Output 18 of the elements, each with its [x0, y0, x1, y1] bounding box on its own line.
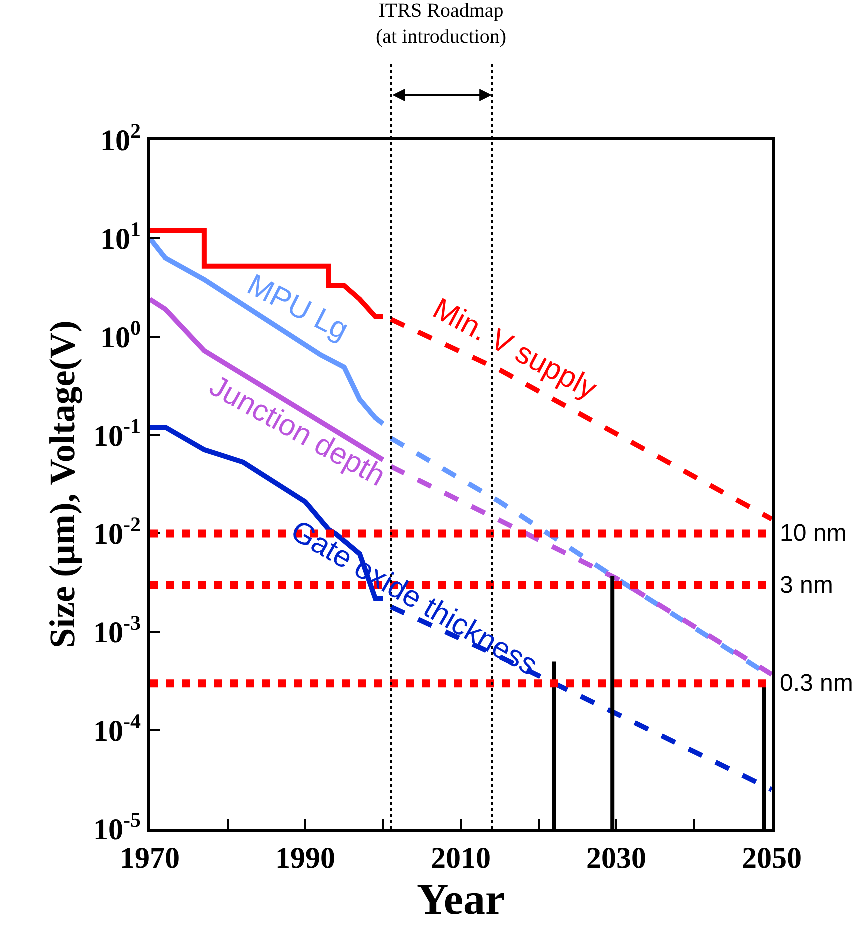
x-tick-label: 2050: [742, 842, 802, 875]
y-tick-label: 10$^{-4}$: [94, 709, 142, 748]
text: ITRS Roadmap (at introduction): [376, 0, 507, 48]
x-tick-label: 2030: [586, 842, 646, 875]
x-tick-label: 1990: [276, 842, 336, 875]
ref-line-label: 10 nm: [780, 520, 847, 547]
ref-line-label: 3 nm: [780, 572, 834, 599]
x-axis-title: Year: [417, 875, 505, 924]
y-tick-label: 10$^{-2}$: [94, 512, 141, 552]
y-tick-label: 10$^{-3}$: [94, 611, 141, 650]
y-tick-label: 10$^{1}$: [100, 217, 141, 256]
y-axis-title: Size (µm), Voltage(V): [42, 320, 82, 648]
ref-line-label: 0.3 nm: [780, 670, 854, 697]
y-tick-label: 10$^{0}$: [100, 316, 141, 354]
y-tick-label: 10$^{-1}$: [94, 414, 141, 453]
x-tick-label: 2010: [431, 842, 491, 875]
y-tick-label: 10$^{2}$: [100, 118, 141, 158]
text: MPU Lg: [242, 268, 354, 347]
